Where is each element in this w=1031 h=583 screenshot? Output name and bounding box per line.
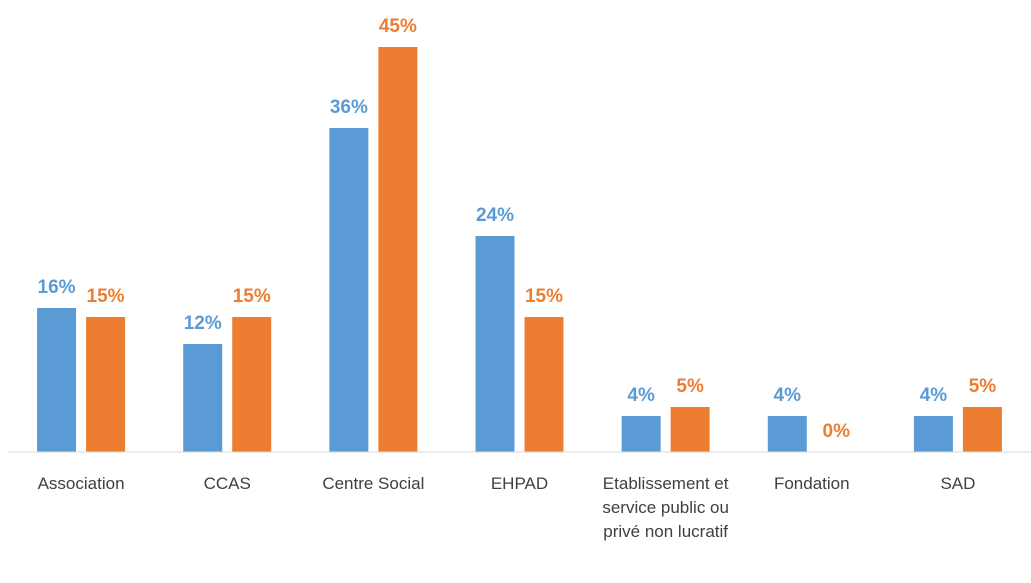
value-label: 12%	[184, 313, 222, 334]
bar	[37, 308, 77, 452]
bar	[524, 317, 564, 452]
value-label: 15%	[87, 286, 125, 307]
x-tick-label: SAD	[940, 474, 976, 493]
bar	[475, 236, 515, 452]
value-label: 0%	[823, 421, 851, 442]
bar	[329, 128, 369, 452]
x-tick-label: CCAS	[203, 474, 251, 493]
value-label: 4%	[627, 385, 655, 406]
value-label: 15%	[525, 286, 563, 307]
value-label: 5%	[676, 376, 704, 397]
bar	[378, 47, 418, 452]
value-label: 16%	[38, 277, 76, 298]
value-label: 4%	[920, 385, 948, 406]
x-tick-label: Association	[37, 474, 125, 493]
value-label: 4%	[774, 385, 802, 406]
value-label: 45%	[379, 16, 417, 37]
value-label: 24%	[476, 205, 514, 226]
bar	[232, 317, 272, 452]
x-tick-label: Fondation	[773, 474, 850, 493]
bar	[913, 416, 953, 452]
x-tick-label: EHPAD	[490, 474, 549, 493]
bar	[767, 416, 807, 452]
bar	[86, 317, 126, 452]
bar	[183, 344, 223, 452]
bar	[621, 416, 661, 452]
value-label: 15%	[233, 286, 271, 307]
bar	[962, 407, 1002, 452]
value-label: 5%	[969, 376, 997, 397]
bar	[670, 407, 710, 452]
x-tick-label: Etablissement et service public ou privé…	[602, 474, 729, 541]
value-label: 36%	[330, 97, 368, 118]
x-tick-label: Centre Social	[322, 474, 425, 493]
